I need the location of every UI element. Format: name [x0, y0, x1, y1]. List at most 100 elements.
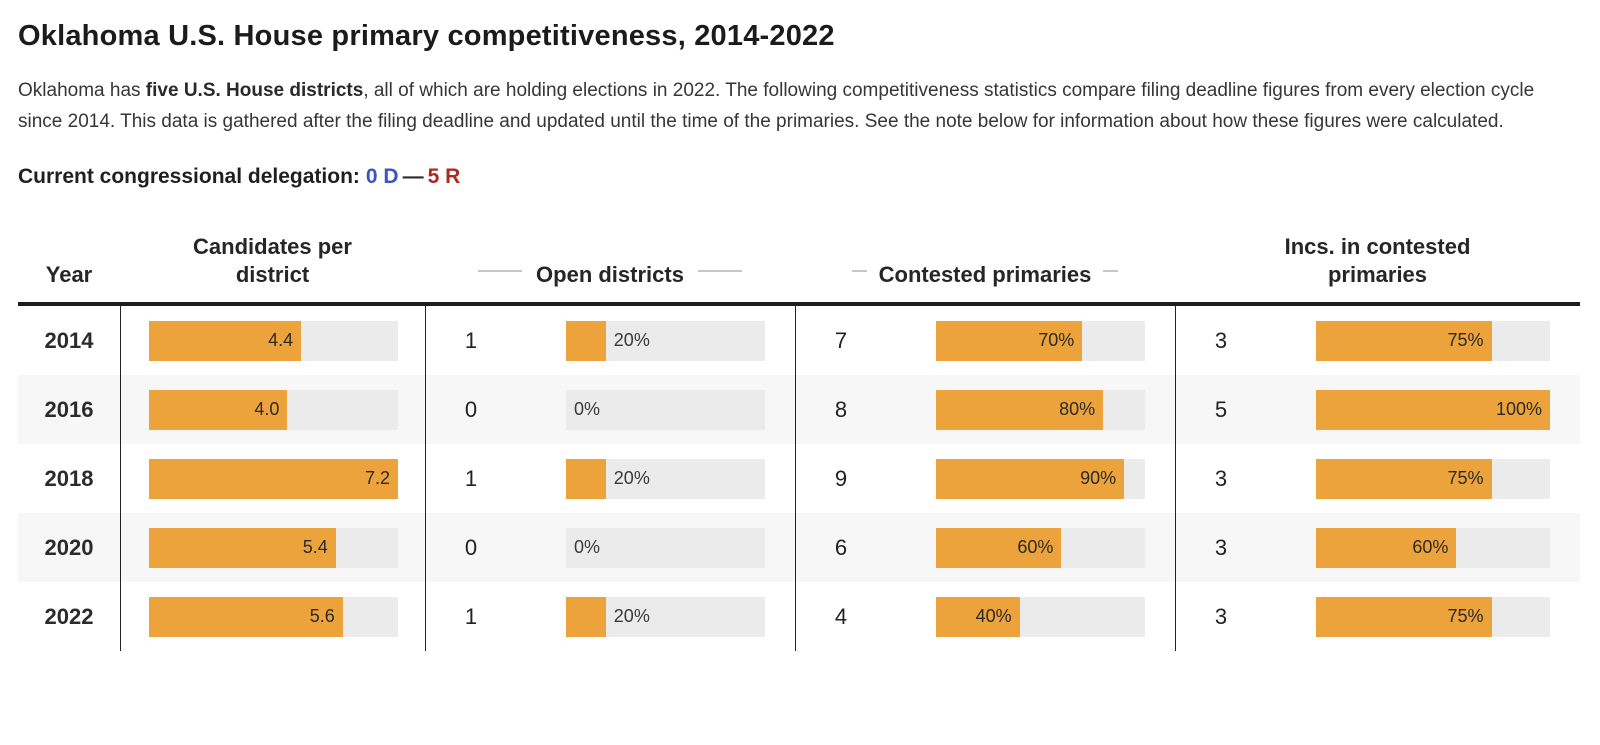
open-districts-count: 0: [464, 396, 478, 422]
header-label-open-districts: Open districts: [536, 262, 684, 287]
bar-value-label: 80%: [1059, 399, 1096, 419]
bar-value-label: 7.2: [364, 468, 390, 488]
bar-value-label: 4.0: [254, 399, 280, 419]
bar-fill: [566, 320, 606, 361]
bar-value-label: 20%: [613, 468, 650, 488]
header-cell-incs-in-contested: Incs. in contested primaries: [1175, 233, 1580, 289]
bar-value-label: 60%: [1412, 537, 1449, 557]
bar-value-label: 60%: [1017, 537, 1054, 557]
bar-track: 75%: [1316, 458, 1550, 499]
incs-in-contested-cell: 3 75%: [1175, 582, 1580, 651]
bar-track: 20%: [566, 596, 765, 637]
table-header-row: Year Candidates per district Open distri…: [18, 233, 1580, 306]
header-dash-line: [697, 269, 742, 272]
bar-track: 4.4: [149, 320, 398, 361]
bar-fill: 7.2: [149, 458, 398, 499]
candidates-per-district-cell: 4.4: [120, 306, 425, 375]
intro-text-before: Oklahoma has: [18, 80, 146, 101]
bar-fill: 4.0: [149, 389, 288, 430]
delegation-label: Current congressional delegation:: [18, 165, 360, 188]
year-cell: 2016: [44, 396, 94, 422]
bar-track: 5.6: [149, 596, 398, 637]
delegation-separator: —: [402, 165, 424, 188]
header-cell-open-districts: Open districts: [425, 261, 795, 289]
year-cell: 2022: [44, 603, 94, 629]
page-title: Oklahoma U.S. House primary competitiven…: [18, 20, 835, 52]
open-districts-count: 1: [464, 465, 478, 491]
bar-value-label: 20%: [613, 330, 650, 350]
bar-value-label: 5.6: [309, 606, 335, 626]
header-label-incs: Incs. in contested primaries: [1284, 234, 1471, 287]
open-districts-cell: 1 20%: [425, 444, 795, 513]
bar-track: 20%: [566, 458, 765, 499]
bar-fill: 40%: [936, 596, 1020, 637]
contested-primaries-cell: 9 90%: [795, 444, 1175, 513]
incs-in-contested-cell: 3 75%: [1175, 444, 1580, 513]
header-dash-line: [478, 269, 523, 272]
table-row: 2022 5.6 1 20% 4 40% 3 75%: [18, 582, 1580, 651]
incs-in-contested-cell: 5 100%: [1175, 375, 1580, 444]
bar-track: 60%: [936, 527, 1145, 568]
contested-primaries-cell: 4 40%: [795, 582, 1175, 651]
incs-count: 3: [1214, 465, 1228, 491]
incs-count: 3: [1214, 327, 1228, 353]
bar-track: 100%: [1316, 389, 1550, 430]
incs-count: 5: [1214, 396, 1228, 422]
candidates-per-district-cell: 4.0: [120, 375, 425, 444]
bar-track: 20%: [566, 320, 765, 361]
open-districts-count: 0: [464, 534, 478, 560]
incs-in-contested-cell: 3 75%: [1175, 306, 1580, 375]
header-cell-candidates-per-district: Candidates per district: [120, 233, 425, 289]
delegation-republicans: 5 R: [427, 165, 461, 188]
table-row: 2016 4.0 0 0% 8 80% 5 100%: [18, 375, 1580, 444]
intro-paragraph: Oklahoma has five U.S. House districts, …: [18, 75, 1538, 137]
bar-fill: 80%: [936, 389, 1104, 430]
bar-track: 40%: [936, 596, 1145, 637]
candidates-per-district-cell: 5.6: [120, 582, 425, 651]
intro-text-after: , all of which are holding elections in …: [18, 80, 1535, 132]
bar-value-label: 100%: [1495, 399, 1542, 419]
bar-value-label: 0%: [574, 399, 601, 419]
bar-track: 75%: [1316, 596, 1550, 637]
bar-fill: 5.6: [149, 596, 343, 637]
bar-fill: 60%: [936, 527, 1062, 568]
bar-value-label: 75%: [1447, 468, 1484, 488]
incs-in-contested-cell: 3 60%: [1175, 513, 1580, 582]
table-row: 2014 4.4 1 20% 7 70% 3 75%: [18, 306, 1580, 375]
bar-fill: 5.4: [149, 527, 336, 568]
open-districts-count: 1: [464, 603, 478, 629]
page: Oklahoma U.S. House primary competitiven…: [18, 20, 1600, 651]
open-districts-cell: 0 0%: [425, 513, 795, 582]
candidates-per-district-cell: 7.2: [120, 444, 425, 513]
intro-bold-text: five U.S. House districts: [145, 80, 364, 101]
bar-track: 60%: [1316, 527, 1550, 568]
header-dash-line: [851, 269, 867, 272]
bar-value-label: 20%: [613, 606, 650, 626]
header-dash-line: [1103, 269, 1119, 272]
bar-track: 70%: [936, 320, 1145, 361]
contested-primaries-cell: 8 80%: [795, 375, 1175, 444]
header-label-contested-primaries: Contested primaries: [878, 262, 1092, 287]
bar-fill: 4.4: [149, 320, 302, 361]
bar-value-label: 0%: [574, 537, 601, 557]
bar-fill: 75%: [1316, 320, 1492, 361]
bar-value-label: 40%: [975, 606, 1012, 626]
bar-value-label: 4.4: [268, 330, 294, 350]
table-row: 2020 5.4 0 0% 6 60% 3 60%: [18, 513, 1580, 582]
bar-track: 5.4: [149, 527, 398, 568]
header-label-candidates: Candidates per district: [193, 234, 352, 287]
bar-track: 80%: [936, 389, 1145, 430]
contested-primaries-count: 9: [834, 465, 848, 491]
incs-count: 3: [1214, 534, 1228, 560]
year-cell: 2014: [44, 327, 94, 353]
bar-track: 0%: [566, 527, 765, 568]
table-row: 2018 7.2 1 20% 9 90% 3 75%: [18, 444, 1580, 513]
open-districts-cell: 0 0%: [425, 375, 795, 444]
candidates-per-district-cell: 5.4: [120, 513, 425, 582]
delegation-line: Current congressional delegation: 0 D —5 R: [18, 165, 1600, 189]
bar-fill: 75%: [1316, 458, 1492, 499]
bar-track: 7.2: [149, 458, 398, 499]
contested-primaries-count: 8: [834, 396, 848, 422]
bar-fill: 75%: [1316, 596, 1492, 637]
delegation-democrats: 0 D: [365, 165, 399, 188]
